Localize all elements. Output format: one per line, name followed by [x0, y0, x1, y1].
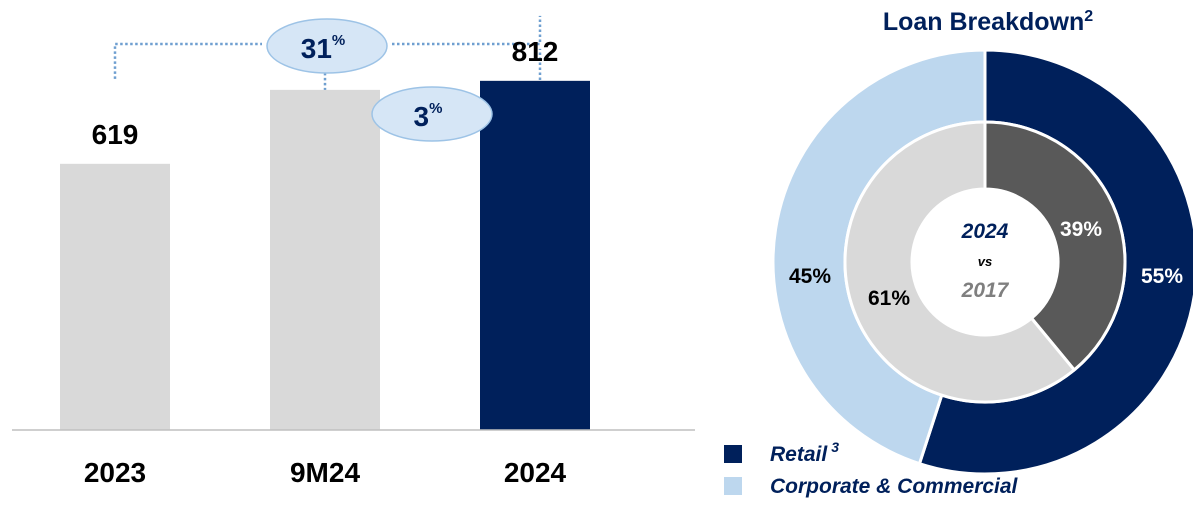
category-label: 9M24	[290, 457, 360, 488]
slice-label: 55%	[1141, 265, 1183, 288]
growth-connector	[113, 42, 262, 79]
center-year-previous: 2017	[961, 279, 1010, 302]
bars	[60, 80, 590, 431]
growth-bubble	[371, 86, 493, 142]
growth-connector	[497, 48, 542, 114]
legend-label: Corporate & Commercial	[770, 475, 1019, 498]
donut-title: Loan Breakdown2	[883, 8, 1093, 36]
growth-connector	[392, 15, 542, 46]
bar-9m24	[270, 89, 380, 431]
center-vs: vs	[978, 254, 992, 269]
category-labels: 2023 9M24 2024	[84, 457, 567, 488]
category-label: 2023	[84, 457, 146, 488]
growth-label: 3%	[414, 100, 443, 132]
slice-label: 45%	[789, 265, 831, 288]
slice-label: 39%	[1060, 218, 1102, 241]
slice-labels: 55% 45% 39% 61%	[789, 218, 1183, 310]
category-label: 2024	[504, 457, 567, 488]
legend-label: Retail 3	[770, 439, 839, 466]
value-label: 812	[512, 36, 559, 67]
value-label: 619	[92, 119, 139, 150]
donut-chart: Loan Breakdown2 2024 vs 2017 55% 45% 39% 61…	[724, 8, 1193, 498]
legend: Retail 3 Corporate & Commercial	[724, 439, 1019, 498]
bar-2024	[480, 80, 590, 430]
growth-bubbles: 31% 3%	[266, 18, 493, 142]
legend-swatch	[724, 477, 742, 495]
growth-label: 31%	[301, 32, 346, 64]
center-year-current: 2024	[961, 220, 1009, 243]
legend-swatch	[724, 445, 742, 463]
growth-bubble	[266, 18, 388, 74]
donut-hole	[912, 189, 1058, 335]
slice-label: 61%	[868, 287, 910, 310]
bar-2023	[60, 163, 170, 430]
